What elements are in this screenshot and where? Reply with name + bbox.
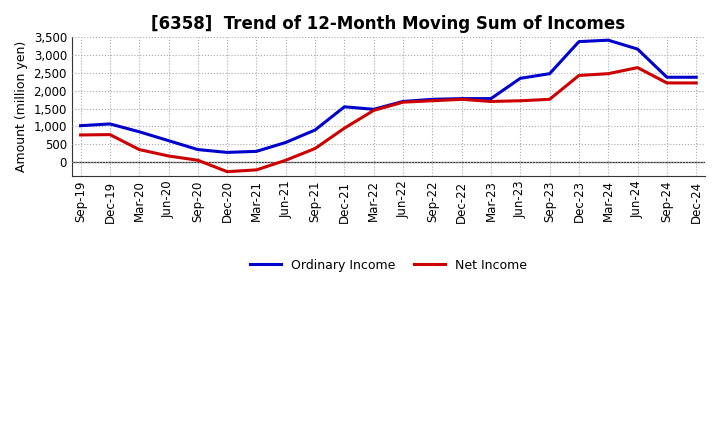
Ordinary Income bbox=[634, 47, 642, 52]
Net Income bbox=[106, 132, 114, 137]
Ordinary Income bbox=[369, 106, 378, 112]
Net Income bbox=[369, 108, 378, 113]
Net Income bbox=[135, 147, 143, 152]
Net Income bbox=[634, 65, 642, 70]
Net Income bbox=[164, 153, 173, 158]
Net Income bbox=[340, 125, 348, 131]
Line: Ordinary Income: Ordinary Income bbox=[81, 40, 696, 152]
Net Income bbox=[487, 99, 495, 104]
Ordinary Income bbox=[252, 149, 261, 154]
Ordinary Income bbox=[340, 104, 348, 110]
Ordinary Income bbox=[604, 37, 613, 43]
Net Income bbox=[194, 158, 202, 163]
Net Income bbox=[692, 80, 701, 85]
Ordinary Income bbox=[399, 99, 408, 104]
Ordinary Income bbox=[487, 96, 495, 101]
Ordinary Income bbox=[662, 75, 671, 80]
Ordinary Income bbox=[516, 76, 525, 81]
Ordinary Income bbox=[106, 121, 114, 127]
Ordinary Income bbox=[457, 96, 466, 101]
Net Income bbox=[604, 71, 613, 76]
Net Income bbox=[575, 73, 583, 78]
Ordinary Income bbox=[311, 127, 320, 132]
Net Income bbox=[399, 99, 408, 105]
Net Income bbox=[516, 98, 525, 103]
Net Income bbox=[252, 167, 261, 172]
Ordinary Income bbox=[545, 71, 554, 76]
Y-axis label: Amount (million yen): Amount (million yen) bbox=[15, 41, 28, 172]
Net Income bbox=[76, 132, 85, 138]
Ordinary Income bbox=[282, 140, 290, 145]
Net Income bbox=[662, 80, 671, 85]
Net Income bbox=[223, 169, 232, 174]
Legend: Ordinary Income, Net Income: Ordinary Income, Net Income bbox=[245, 254, 532, 277]
Net Income bbox=[282, 158, 290, 163]
Net Income bbox=[545, 97, 554, 102]
Title: [6358]  Trend of 12-Month Moving Sum of Incomes: [6358] Trend of 12-Month Moving Sum of I… bbox=[151, 15, 626, 33]
Ordinary Income bbox=[194, 147, 202, 152]
Net Income bbox=[457, 97, 466, 102]
Ordinary Income bbox=[692, 75, 701, 80]
Ordinary Income bbox=[428, 97, 437, 102]
Ordinary Income bbox=[575, 39, 583, 44]
Ordinary Income bbox=[135, 129, 143, 134]
Net Income bbox=[428, 98, 437, 103]
Ordinary Income bbox=[223, 150, 232, 155]
Ordinary Income bbox=[76, 123, 85, 128]
Line: Net Income: Net Income bbox=[81, 68, 696, 172]
Ordinary Income bbox=[164, 138, 173, 143]
Net Income bbox=[311, 146, 320, 151]
